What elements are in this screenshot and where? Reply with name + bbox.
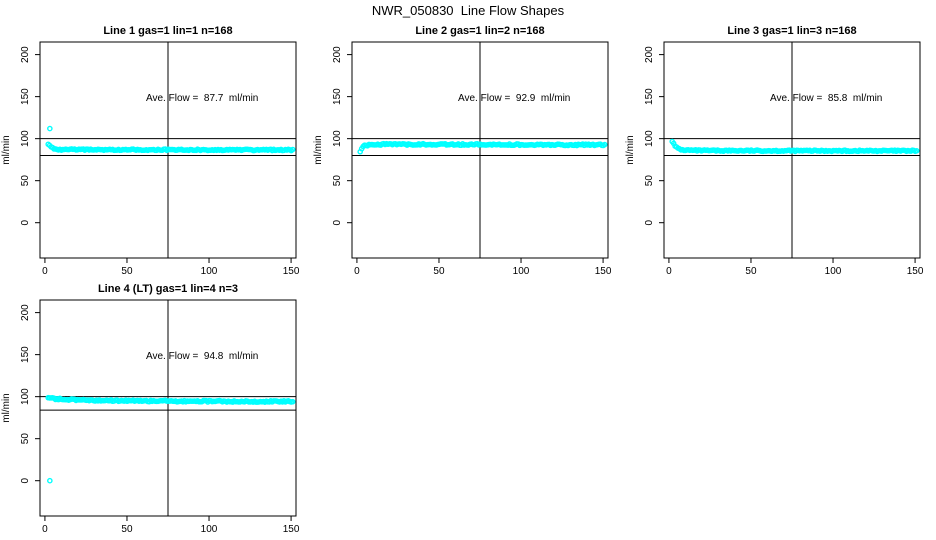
subplot-line-1: 0 50 100 150 0 50 100 150 200 ml/min Line 1 gas=1 … bbox=[1, 25, 300, 277]
y-tick-label: 200 bbox=[20, 46, 31, 63]
x-tick-label: 50 bbox=[745, 266, 757, 277]
y-tick-label: 50 bbox=[20, 433, 31, 445]
y-tick-label: 0 bbox=[20, 219, 31, 225]
avg-flow-annotation: Ave. Flow = 87.7 ml/min bbox=[146, 93, 258, 104]
avg-flow-annotation: Ave. Flow = 85.8 ml/min bbox=[770, 93, 882, 104]
y-axis-label: ml/min bbox=[1, 393, 12, 422]
outlier-point bbox=[47, 477, 53, 484]
y-tick-label: 0 bbox=[644, 219, 655, 225]
data-point bbox=[601, 141, 608, 148]
y-tick-label: 100 bbox=[332, 130, 343, 147]
subplot-title: Line 4 (LT) gas=1 lin=4 n=3 bbox=[98, 283, 238, 295]
y-tick-label: 200 bbox=[332, 46, 343, 63]
x-tick-label: 50 bbox=[433, 266, 445, 277]
x-tick-label: 100 bbox=[201, 524, 218, 535]
subplot-title: Line 2 gas=1 lin=2 n=168 bbox=[415, 25, 544, 37]
x-tick-label: 100 bbox=[201, 266, 218, 277]
data-point bbox=[289, 146, 296, 153]
x-tick-label: 0 bbox=[42, 524, 48, 535]
subplot-title: Line 3 gas=1 lin=3 n=168 bbox=[727, 25, 856, 37]
x-tick-label: 50 bbox=[121, 266, 133, 277]
subplot-line-3: 0 50 100 150 0 50 100 150 200 ml/min Line 3 gas=1 … bbox=[625, 25, 924, 277]
y-axis-label: ml/min bbox=[625, 135, 636, 164]
data-point bbox=[289, 398, 296, 405]
y-tick-label: 50 bbox=[644, 175, 655, 187]
x-tick-label: 150 bbox=[283, 524, 300, 535]
avg-flow-annotation: Ave. Flow = 92.9 ml/min bbox=[458, 93, 570, 104]
y-tick-label: 0 bbox=[20, 477, 31, 483]
y-tick-label: 0 bbox=[332, 219, 343, 225]
x-tick-label: 0 bbox=[42, 266, 48, 277]
subplot-title: Line 1 gas=1 lin=1 n=168 bbox=[103, 25, 232, 37]
x-tick-label: 50 bbox=[121, 524, 133, 535]
subplot-line-4: 0 50 100 150 0 50 100 150 200 ml/min Line 4 (LT) g… bbox=[1, 283, 300, 535]
x-tick-label: 100 bbox=[825, 266, 842, 277]
y-tick-label: 150 bbox=[332, 88, 343, 105]
figure-title: NWR_050830 Line Flow Shapes bbox=[371, 3, 565, 18]
y-tick-label: 100 bbox=[20, 388, 31, 405]
x-tick-label: 0 bbox=[666, 266, 672, 277]
y-axis-label: ml/min bbox=[1, 135, 12, 164]
y-tick-label: 150 bbox=[20, 88, 31, 105]
x-tick-label: 150 bbox=[283, 266, 300, 277]
y-axis-label: ml/min bbox=[313, 135, 324, 164]
y-tick-label: 50 bbox=[20, 175, 31, 187]
y-tick-label: 150 bbox=[644, 88, 655, 105]
outlier-point bbox=[47, 125, 53, 132]
x-tick-label: 0 bbox=[354, 266, 360, 277]
avg-flow-annotation: Ave. Flow = 94.8 ml/min bbox=[146, 351, 258, 362]
y-tick-label: 150 bbox=[20, 346, 31, 363]
x-tick-label: 150 bbox=[595, 266, 612, 277]
panels-grid: 0 50 100 150 0 50 100 150 200 ml/min Line 1 gas=1 … bbox=[0, 22, 936, 538]
subplot-line-2: 0 50 100 150 0 50 100 150 200 ml/min Line 2 gas=1 … bbox=[313, 25, 612, 277]
data-point bbox=[913, 148, 920, 154]
y-tick-label: 200 bbox=[644, 46, 655, 63]
y-tick-label: 100 bbox=[20, 130, 31, 147]
y-tick-label: 200 bbox=[20, 304, 31, 321]
y-tick-label: 100 bbox=[644, 130, 655, 147]
x-tick-label: 100 bbox=[513, 266, 530, 277]
y-tick-label: 50 bbox=[332, 175, 343, 187]
x-tick-label: 150 bbox=[907, 266, 924, 277]
